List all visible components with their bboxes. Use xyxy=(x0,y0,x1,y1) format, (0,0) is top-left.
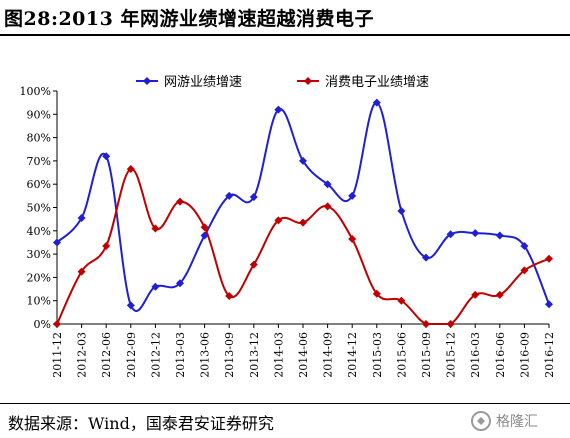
legend-swatch-marker xyxy=(143,77,151,85)
data-point-marker xyxy=(299,156,307,165)
x-tick-label: 2013-06 xyxy=(199,332,212,378)
y-tick-label: 60% xyxy=(27,178,51,191)
data-point-marker xyxy=(77,213,86,222)
data-point-marker xyxy=(102,241,111,250)
y-tick-label: 70% xyxy=(27,155,51,168)
y-tick-label: 100% xyxy=(20,85,51,98)
data-point-marker xyxy=(348,191,357,200)
series-line-online-games xyxy=(56,101,550,312)
data-point-marker xyxy=(422,320,430,328)
legend-swatch-marker xyxy=(304,77,312,85)
x-tick-label: 2016-09 xyxy=(518,332,531,378)
data-point-marker xyxy=(323,202,332,211)
data-point-marker xyxy=(225,292,234,301)
legend-label: 消费电子业绩增速 xyxy=(325,75,429,90)
y-tick-label: 30% xyxy=(27,248,51,261)
y-tick-label: 90% xyxy=(27,108,51,121)
chart-title: 图28:2013 年网游业绩增速超越消费电子 xyxy=(4,8,374,30)
data-point-marker xyxy=(126,301,135,310)
data-point-marker xyxy=(176,279,184,288)
data-point-marker xyxy=(126,165,135,174)
source-note: 数据来源：Wind，国泰君安证券研究 xyxy=(8,414,274,433)
data-point-marker xyxy=(53,320,61,328)
data-point-marker xyxy=(520,241,529,250)
data-point-marker xyxy=(274,216,283,225)
data-point-marker xyxy=(471,229,480,238)
data-point-marker xyxy=(397,206,406,215)
x-tick-label: 2016-03 xyxy=(469,332,482,378)
y-tick-label: 10% xyxy=(27,295,51,308)
data-point-marker xyxy=(176,197,184,206)
data-point-marker xyxy=(77,267,86,276)
y-tick-label: 0% xyxy=(34,318,51,331)
legend-label: 网游业绩增速 xyxy=(164,75,242,90)
x-tick-label: 2013-12 xyxy=(248,332,261,378)
data-point-marker xyxy=(225,191,234,200)
y-tick-label: 80% xyxy=(27,132,51,145)
data-point-marker xyxy=(446,320,455,328)
data-point-marker xyxy=(274,105,283,114)
top-rule xyxy=(0,34,570,36)
x-tick-label: 2016-06 xyxy=(494,332,507,378)
x-tick-label: 2014-06 xyxy=(297,332,310,378)
chart-lines xyxy=(53,98,553,328)
watermark-logo-icon xyxy=(471,411,491,431)
data-point-marker xyxy=(520,266,529,275)
line-chart: 0% 10% 20% 30% 40% 50% 60% 70% 80% 90% 100% 2011-12… xyxy=(20,75,556,378)
watermark-text: 格隆汇 xyxy=(496,414,538,430)
data-point-marker xyxy=(102,152,111,161)
x-tick-label: 2015-12 xyxy=(445,332,458,378)
y-tick-label: 50% xyxy=(27,202,51,215)
x-tick-label: 2013-09 xyxy=(223,332,236,378)
y-tick-label: 20% xyxy=(27,271,51,284)
x-tick-label: 2014-09 xyxy=(322,332,335,378)
series-line-consumer-electronics xyxy=(56,168,550,325)
data-point-marker xyxy=(323,180,332,189)
data-point-marker xyxy=(348,234,357,243)
x-tick-label: 2015-06 xyxy=(395,332,408,378)
data-point-marker xyxy=(545,300,553,309)
x-tick-label: 2013-03 xyxy=(174,332,187,378)
x-tick-label: 2011-12 xyxy=(51,332,64,378)
data-point-marker xyxy=(200,223,209,232)
data-point-marker xyxy=(151,282,160,291)
chart-axes: 0% 10% 20% 30% 40% 50% 60% 70% 80% 90% 100% 2011-12… xyxy=(20,85,556,378)
x-tick-label: 2012-06 xyxy=(100,332,113,378)
data-point-marker xyxy=(495,290,504,299)
x-tick-label: 2015-09 xyxy=(420,332,433,378)
x-tick-label: 2012-09 xyxy=(125,332,138,378)
data-point-marker xyxy=(372,98,381,107)
data-point-marker xyxy=(249,193,258,202)
data-point-marker xyxy=(446,230,455,239)
data-point-marker xyxy=(545,254,553,263)
data-point-marker xyxy=(397,296,406,305)
chart-legend: 网游业绩增速 消费电子业绩增速 xyxy=(136,75,429,90)
data-point-marker xyxy=(495,231,504,240)
data-point-marker xyxy=(471,290,480,299)
watermark: 格隆汇 xyxy=(470,408,562,434)
data-point-marker xyxy=(249,260,258,269)
bottom-rule xyxy=(0,403,570,404)
y-tick-label: 40% xyxy=(27,225,51,238)
x-tick-label: 2014-12 xyxy=(346,332,359,378)
x-tick-label: 2012-12 xyxy=(149,332,162,378)
x-tick-label: 2016-12 xyxy=(543,332,556,378)
data-point-marker xyxy=(151,224,160,233)
data-point-marker xyxy=(299,218,307,227)
x-tick-label: 2015-03 xyxy=(371,332,384,378)
data-point-marker xyxy=(53,238,61,247)
data-point-marker xyxy=(422,253,430,262)
data-point-marker xyxy=(372,289,381,298)
x-tick-label: 2012-03 xyxy=(76,332,89,378)
x-tick-label: 2014-03 xyxy=(272,332,285,378)
